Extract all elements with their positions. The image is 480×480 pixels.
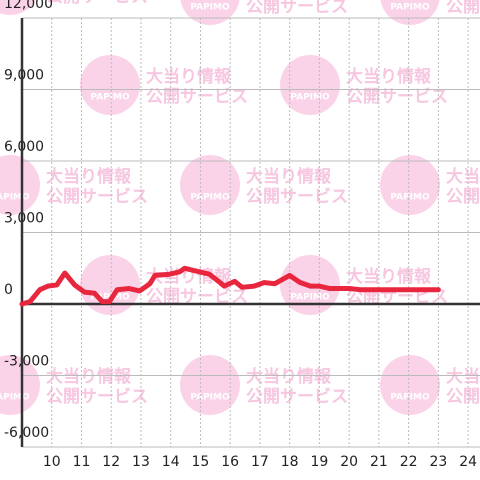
x-tick-label: 14 (162, 454, 180, 470)
x-tick-label: 12 (102, 454, 120, 470)
watermark-text: 大当り情報 (346, 66, 432, 87)
watermark-logo-text: PAPIMO (0, 193, 30, 203)
watermark-text: 大当り情報 (46, 166, 132, 187)
x-tick-label: 21 (370, 454, 388, 470)
y-tick-label: 12,000 (4, 0, 53, 12)
watermark-text: 大当り情報 (346, 266, 432, 287)
watermark-text: 公開サービス (46, 187, 148, 207)
watermark-logo-text: PAPIMO (290, 93, 330, 103)
watermark-text: 公開サービス (446, 187, 480, 207)
watermark-text: 公開サービス (46, 387, 148, 407)
y-tick-label: 0 (4, 282, 13, 298)
x-tick-label: 20 (340, 454, 358, 470)
watermark-logo-text: PAPIMO (190, 3, 230, 13)
x-tick-label: 18 (281, 454, 299, 470)
watermark-text: 大当り情報 (246, 366, 332, 387)
watermark-logo (80, 55, 140, 115)
x-tick-label: 11 (73, 454, 91, 470)
watermark-text: 大当り情報 (446, 166, 480, 187)
y-tick-label: 9,000 (4, 68, 44, 84)
watermark-logo-text: PAPIMO (390, 3, 430, 13)
watermark-text: 公開サービス (446, 387, 480, 407)
x-tick-label: 24 (459, 454, 477, 470)
watermark-text: 公開サービス (246, 0, 348, 17)
watermark-text: 大当り情報 (46, 366, 132, 387)
watermark-logo-text: PAPIMO (90, 93, 130, 103)
x-tick-label: 19 (310, 454, 328, 470)
watermark-text: 大当り情報 (146, 266, 232, 287)
x-tick-label: 13 (132, 454, 150, 470)
watermark-text: 公開サービス (146, 87, 248, 107)
data-line (19, 265, 441, 307)
x-tick-label: 22 (400, 454, 418, 470)
watermark-text: 公開サービス (46, 0, 148, 7)
watermark-logo (180, 155, 240, 215)
watermark-logo (180, 0, 240, 25)
watermark-text: 公開サービス (146, 287, 248, 307)
watermark-logo (380, 355, 440, 415)
x-tick-label: 10 (43, 454, 61, 470)
watermark-text: 大当り情報 (146, 66, 232, 87)
watermark-logo-text: PAPIMO (190, 393, 230, 403)
y-tick-label: 6,000 (4, 139, 44, 155)
x-tick-label: 15 (192, 454, 210, 470)
watermark-text: 大当り情報 (446, 366, 480, 387)
watermark-text: 大当り情報 (246, 166, 332, 187)
watermark-logo-text: PAPIMO (0, 0, 30, 3)
y-tick-label: -6,000 (4, 425, 49, 441)
y-tick-label: -3,000 (4, 354, 49, 370)
x-tick-label: 16 (221, 454, 239, 470)
watermark-text: 公開サービス (346, 87, 448, 107)
x-tick-label: 23 (429, 454, 447, 470)
watermark-text: 公開サービス (246, 187, 348, 207)
watermark-logo (0, 355, 40, 415)
x-tick-label: 17 (251, 454, 269, 470)
watermark-logo-text: PAPIMO (290, 293, 330, 303)
watermark-logo (180, 355, 240, 415)
watermark-logo-text: PAPIMO (0, 393, 30, 403)
watermark-text: 公開サービス (446, 0, 480, 17)
watermark-logo-text: PAPIMO (190, 193, 230, 203)
watermark-logo (0, 155, 40, 215)
watermark-logo (380, 0, 440, 25)
watermark-logo (0, 0, 36, 15)
watermark-logo-text: PAPIMO (390, 393, 430, 403)
watermark-logo (380, 155, 440, 215)
watermark-logo (280, 55, 340, 115)
watermark-logo-text: PAPIMO (390, 193, 430, 203)
watermark-logo (80, 255, 140, 315)
y-tick-label: 3,000 (4, 211, 44, 227)
watermark-text: 公開サービス (246, 387, 348, 407)
